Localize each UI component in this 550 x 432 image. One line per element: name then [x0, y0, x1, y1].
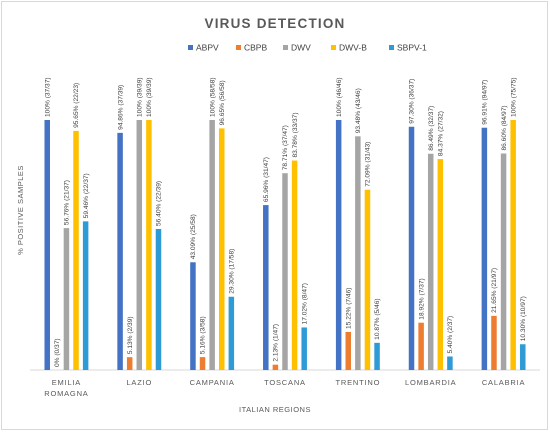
legend-label-dwv-b: DWV-B: [339, 43, 367, 53]
bar-cbpb-cat2: [199, 357, 206, 370]
data-label-dwv-b-cat5: 84.37% (27/32): [438, 111, 445, 156]
category-label-4: TRENTINO: [335, 378, 380, 387]
bar-dwv-b-cat1: [146, 120, 152, 370]
legend-swatch-dwv: [283, 45, 288, 50]
bar-dwv-b-cat0: [73, 130, 79, 370]
data-label-abpv-cat3: 65.96% (31/47): [263, 157, 270, 202]
bar-abpv-cat0: [44, 120, 50, 370]
data-label-dwv-cat3: 78.71% (37/47): [282, 125, 289, 170]
data-label-cbpb-cat3: 2.13% (1/47): [273, 324, 280, 362]
category-label-2: CAMPANIA: [190, 378, 235, 387]
data-label-dwv-b-cat4: 72.09% (31/43): [365, 142, 372, 187]
bar-dwv-b-cat6: [510, 120, 516, 370]
data-label-abpv-cat6: 96.91% (94/97): [482, 80, 489, 125]
bar-dwv-b-cat5: [437, 159, 444, 370]
bar-dwv-b-cat3: [291, 160, 298, 370]
bar-cbpb-cat6: [491, 315, 497, 370]
data-label-abpv-cat2: 43.09% (25/58): [190, 214, 197, 259]
category-label-0-line0: EMILIA: [52, 378, 81, 387]
bar-dwv-cat1: [136, 120, 143, 370]
bar-dwv-cat0: [63, 228, 70, 370]
bar-cbpb-cat1: [126, 357, 133, 370]
legend-swatch-dwv-b: [331, 45, 336, 50]
bar-sbpv-1-cat5: [447, 356, 453, 370]
data-label-sbpv-1-cat2: 29.30% (17/58): [229, 249, 236, 294]
data-label-dwv-b-cat6: 100% (75/75): [510, 77, 517, 117]
data-label-abpv-cat1: 94.86% (37/39): [117, 85, 124, 130]
bar-sbpv-1-cat0: [82, 221, 89, 370]
legend-swatch-abpv: [188, 45, 193, 50]
bar-sbpv-1-cat4: [374, 342, 380, 370]
data-label-cbpb-cat2: 5.16% (3/58): [200, 316, 207, 354]
chart-title: VIRUS DETECTION: [204, 16, 345, 31]
data-label-dwv-b-cat2: 96.65% (56/58): [219, 80, 226, 125]
bar-sbpv-1-cat3: [301, 327, 307, 370]
bar-cbpb-cat4: [345, 331, 352, 370]
data-label-dwv-cat0: 56.76% (21/37): [64, 180, 71, 225]
bar-cbpb-cat5: [418, 322, 424, 370]
data-label-sbpv-1-cat1: 56.40% (22/39): [156, 181, 163, 226]
data-label-sbpv-1-cat5: 5.40% (2/37): [447, 316, 454, 354]
data-label-dwv-cat4: 93.48% (43/46): [355, 88, 362, 133]
bar-abpv-cat2: [190, 262, 196, 370]
legend-label-dwv: DWV: [291, 43, 311, 53]
data-label-sbpv-1-cat0: 59.46% (22/37): [83, 173, 90, 218]
bar-abpv-cat6: [481, 127, 488, 370]
legend-label-cbpb: CBPB: [244, 43, 267, 53]
bar-sbpv-1-cat6: [520, 344, 526, 370]
data-label-dwv-cat6: 86.60% (84/97): [501, 105, 508, 150]
bar-dwv-cat4: [355, 136, 361, 370]
bar-abpv-cat1: [117, 132, 123, 370]
bar-sbpv-1-cat2: [228, 296, 235, 370]
data-label-sbpv-1-cat6: 10.30% (10/97): [520, 296, 527, 341]
data-label-abpv-cat0: 100% (37/37): [44, 77, 51, 117]
data-label-dwv-cat2: 100% (58/58): [209, 77, 216, 117]
bar-sbpv-1-cat1: [155, 229, 162, 370]
legend-swatch-sbpv-1: [389, 45, 394, 50]
data-label-cbpb-cat5: 18.92% (7/37): [418, 278, 425, 319]
bar-abpv-cat5: [408, 126, 415, 370]
data-label-dwv-b-cat3: 83.78% (33/37): [292, 112, 299, 157]
bar-dwv-cat6: [500, 153, 507, 370]
data-label-cbpb-cat4: 15.22% (7/46): [345, 288, 352, 329]
data-label-cbpb-cat0: 0% (0/37): [54, 338, 61, 367]
legend-swatch-cbpb: [236, 45, 241, 50]
bar-abpv-cat4: [335, 120, 342, 370]
data-label-dwv-cat1: 100% (39/39): [136, 77, 143, 117]
category-label-6: CALABRIA: [482, 378, 526, 387]
data-label-abpv-cat4: 100% (46/46): [336, 77, 343, 117]
y-axis-title: % POSITIVE SAMPLES: [16, 165, 25, 255]
data-label-sbpv-1-cat4: 10.87% (5/46): [374, 298, 381, 339]
legend-label-abpv: ABPV: [196, 43, 219, 53]
bar-abpv-cat3: [263, 205, 269, 370]
bar-dwv-cat3: [282, 173, 288, 370]
bar-dwv-b-cat2: [218, 128, 225, 370]
category-label-0-line1: ROMAGNA: [44, 389, 88, 398]
bar-dwv-b-cat4: [364, 189, 371, 370]
category-label-5: LOMBARDIA: [405, 378, 456, 387]
data-label-dwv-cat5: 86.49% (32/37): [428, 106, 435, 151]
data-label-cbpb-cat6: 21.65% (21/97): [491, 268, 498, 313]
category-label-3: TOSCANA: [264, 378, 306, 387]
data-label-dwv-b-cat1: 100% (39/39): [146, 77, 153, 117]
legend-label-sbpv-1: SBPV-1: [397, 43, 427, 53]
data-label-sbpv-1-cat3: 17.02% (8/47): [301, 283, 308, 324]
category-label-1: LAZIO: [126, 378, 152, 387]
data-label-abpv-cat5: 97.30% (36/37): [409, 79, 416, 124]
bar-cbpb-cat3: [272, 364, 279, 370]
bar-dwv-cat2: [209, 120, 215, 370]
bar-dwv-cat5: [427, 153, 434, 370]
data-label-dwv-b-cat0: 95.65% (22/23): [73, 83, 80, 128]
data-label-cbpb-cat1: 5.13% (2/39): [127, 316, 134, 354]
x-axis-title: ITALIAN REGIONS: [239, 405, 311, 414]
